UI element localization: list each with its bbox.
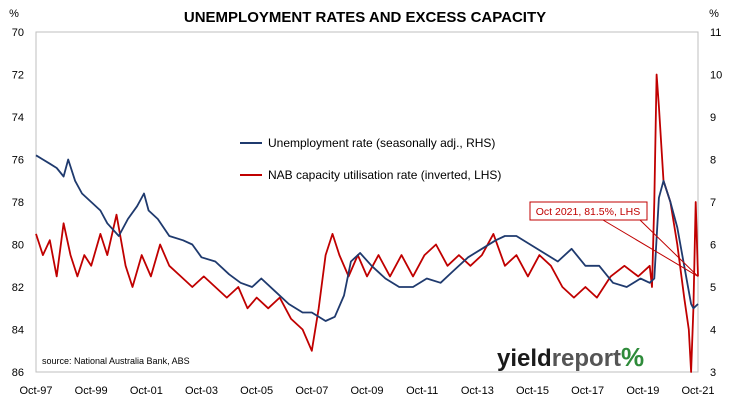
x-axis-tick-label: Oct-03: [185, 385, 218, 397]
x-axis-tick-label: Oct-13: [461, 385, 494, 397]
yieldreport-logo: yieldreport%: [497, 342, 644, 372]
x-axis-ticks: Oct-97 Oct-99 Oct-01 Oct-03 Oct-05 Oct-07 Oct-…: [19, 385, 714, 397]
left-axis-tick-label: 80: [12, 240, 24, 252]
unemployment-rate-line: [35, 154, 699, 322]
right-axis-tick-label: 9: [710, 112, 716, 124]
right-axis-tick-label: 5: [710, 282, 716, 294]
left-axis-tick-label: 82: [12, 282, 24, 294]
annotation-text: Oct 2021, 81.5%, LHS: [536, 206, 640, 218]
right-axis-tick-label: 4: [710, 325, 716, 337]
x-axis-tick-label: Oct-07: [295, 385, 328, 397]
left-axis-tick-label: 86: [12, 367, 24, 379]
x-axis-tick-label: Oct-99: [75, 385, 108, 397]
left-axis-tick-label: 76: [12, 155, 24, 167]
legend-label-capacity: NAB capacity utilisation rate (inverted,…: [268, 168, 501, 182]
logo-text: yieldreport%: [497, 342, 644, 372]
right-axis-tick-label: 10: [710, 70, 722, 82]
x-axis-tick-label: Oct-05: [240, 385, 273, 397]
x-axis-tick-label: Oct-21: [681, 385, 714, 397]
source-note: source: National Australia Bank, ABS: [42, 356, 190, 366]
left-axis-tick-label: 70: [12, 27, 24, 39]
x-axis-tick-label: Oct-15: [516, 385, 549, 397]
annotation-callout: Oct 2021, 81.5%, LHS: [529, 201, 699, 277]
capacity-utilisation-line: [35, 73, 699, 373]
x-axis-tick-label: Oct-17: [571, 385, 604, 397]
right-axis-tick-label: 8: [710, 155, 716, 167]
right-axis-tick-label: 7: [710, 197, 716, 209]
chart-title: UNEMPLOYMENT RATES AND EXCESS CAPACITY: [184, 9, 546, 26]
left-axis-tick-label: 74: [12, 112, 24, 124]
x-axis-tick-label: Oct-01: [130, 385, 163, 397]
legend-label-unemployment: Unemployment rate (seasonally adj., RHS): [268, 136, 495, 150]
left-axis-ticks: 70 72 74 76 78 80 82 84 86: [12, 27, 24, 379]
annotation-leader-line-secondary: [639, 219, 699, 277]
right-axis-tick-label: 3: [710, 367, 716, 379]
legend: Unemployment rate (seasonally adj., RHS)…: [240, 136, 501, 182]
x-axis-tick-label: Oct-97: [19, 385, 52, 397]
annotation-leader-line: [602, 219, 699, 277]
left-axis-tick-label: 72: [12, 70, 24, 82]
annotation-box: [529, 201, 648, 221]
left-axis-unit-label: %: [9, 8, 19, 20]
left-axis-tick-label: 78: [12, 197, 24, 209]
plot-area-frame: [35, 31, 699, 373]
right-axis-tick-label: 6: [710, 240, 716, 252]
x-axis-tick-label: Oct-09: [350, 385, 383, 397]
x-axis-tick-label: Oct-19: [626, 385, 659, 397]
x-axis-tick-label: Oct-11: [406, 385, 438, 397]
series-layer: [35, 73, 699, 373]
right-axis-tick-label: 11: [710, 27, 721, 39]
right-axis-unit-label: %: [709, 8, 719, 20]
left-axis-tick-label: 84: [12, 325, 24, 337]
right-axis-ticks: 11 10 9 8 7 6 5 4 3: [710, 27, 722, 379]
